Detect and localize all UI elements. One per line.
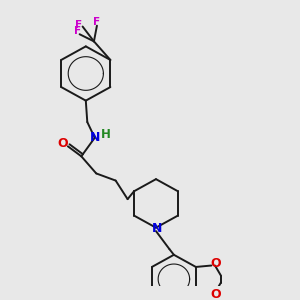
- Text: F: F: [74, 26, 81, 36]
- Text: O: O: [57, 137, 68, 150]
- Text: O: O: [211, 288, 221, 300]
- Text: F: F: [75, 20, 82, 30]
- Text: H: H: [101, 128, 111, 141]
- Text: N: N: [152, 222, 162, 235]
- Text: F: F: [93, 17, 100, 27]
- Text: O: O: [211, 257, 221, 270]
- Text: N: N: [90, 131, 100, 144]
